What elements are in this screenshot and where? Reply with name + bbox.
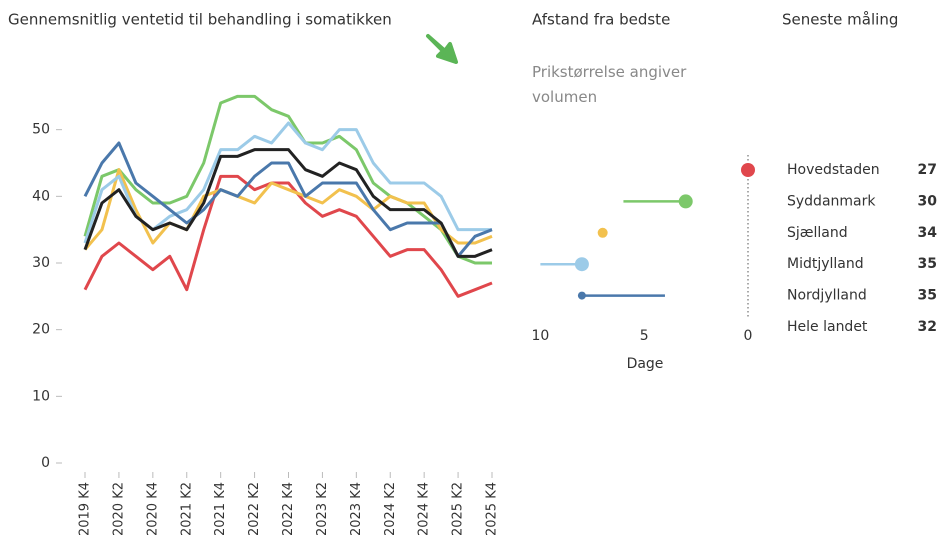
x-tick-label: 2023 K2 [315, 482, 330, 536]
series-line [83, 168, 493, 251]
x-tick-label: 2024 K2 [383, 482, 398, 536]
y-tick-label: 50 [32, 122, 50, 138]
latest-value: 35 [918, 256, 937, 272]
region-label: Sjælland [787, 225, 848, 241]
y-tick-label: 20 [32, 322, 50, 338]
series-line [83, 94, 492, 265]
table-title: Seneste måling [782, 11, 898, 29]
x-tick-label: 2021 K2 [179, 482, 194, 536]
x-tick-label: 2020 K2 [111, 482, 126, 536]
latest-value: 27 [918, 162, 937, 178]
y-tick-label: 10 [32, 388, 50, 404]
x-tick-label: 2024 K4 [417, 482, 432, 536]
x-tick-label: 2020 K4 [145, 482, 160, 536]
dot-chart-title: Afstand fra bedste [532, 11, 670, 29]
y-tick-label: 40 [32, 188, 50, 204]
y-tick-label: 30 [32, 255, 50, 271]
region-label: Nordjylland [787, 288, 867, 304]
x-tick-label: 2021 K4 [213, 482, 228, 536]
series-line [83, 174, 493, 298]
distance-dot [678, 194, 693, 209]
x-tick-label: 2025 K2 [451, 482, 466, 536]
series-line [83, 148, 493, 258]
x-tick-label: 10 [531, 328, 549, 344]
dot-chart-subtitle: Prikstørrelse angiver volumen [532, 63, 687, 106]
distance-dot [577, 291, 586, 300]
series-line [83, 141, 493, 258]
region-label: Hovedstaden [787, 162, 880, 178]
latest-value: 34 [918, 225, 938, 241]
distance-dot [741, 163, 755, 177]
line-chart-title: Gennemsnitlig ventetid til behandling i … [8, 11, 392, 29]
x-tick-label: 2023 K4 [349, 482, 364, 536]
x-tick-label: 2019 K4 [78, 482, 93, 536]
x-tick-label: 2022 K4 [281, 482, 296, 536]
latest-value: 35 [918, 288, 937, 304]
latest-value: 30 [918, 193, 938, 209]
x-tick-label: 2025 K4 [485, 482, 500, 536]
region-label: Midtjylland [787, 256, 864, 272]
y-tick-label: 0 [41, 455, 50, 471]
x-axis-label: Dage [627, 356, 664, 372]
latest-value: 32 [918, 319, 937, 335]
region-label: Syddanmark [787, 193, 876, 209]
region-label: Hele landet [787, 319, 868, 335]
x-tick-label: 2022 K2 [247, 482, 262, 536]
x-tick-label: 0 [744, 328, 753, 344]
distance-dot [574, 257, 589, 272]
arrow-icon [426, 34, 458, 64]
distance-dot [597, 227, 608, 238]
x-tick-label: 5 [640, 328, 649, 344]
